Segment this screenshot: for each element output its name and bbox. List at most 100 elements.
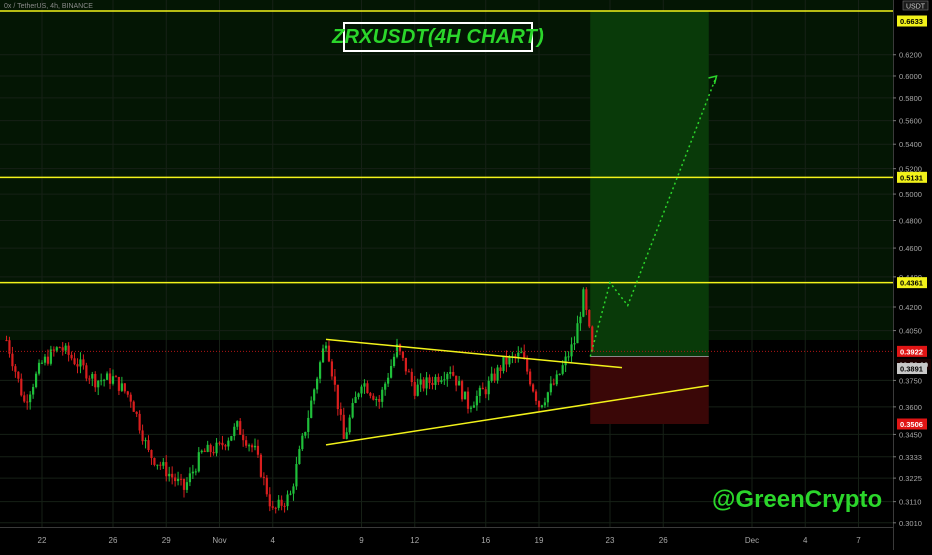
candle-down bbox=[514, 356, 517, 358]
candle-down bbox=[73, 358, 76, 365]
candle-down bbox=[70, 354, 73, 359]
candle-up bbox=[286, 494, 289, 507]
candle-down bbox=[14, 366, 17, 372]
candle-down bbox=[407, 371, 410, 373]
candle-up bbox=[194, 471, 197, 473]
label-target-bg bbox=[897, 15, 927, 27]
candle-up bbox=[387, 377, 390, 384]
candle-down bbox=[85, 365, 88, 379]
candle-down bbox=[117, 376, 121, 391]
candle-up bbox=[490, 373, 493, 381]
candle-down bbox=[339, 409, 342, 415]
candle-up bbox=[310, 400, 313, 418]
candle-down bbox=[283, 505, 286, 507]
candle-down bbox=[552, 383, 555, 385]
candle-up bbox=[324, 345, 328, 349]
candle-up bbox=[496, 367, 499, 381]
candle-up bbox=[215, 442, 218, 454]
candle-up bbox=[79, 359, 82, 367]
price-tick-label: 0.5600 bbox=[899, 117, 922, 126]
time-tick-label: 29 bbox=[162, 536, 171, 545]
candle-down bbox=[239, 421, 242, 435]
time-axis[interactable]: 22 26 29 Nov 4 9 12 16 19 23 26 Dec 4 7 bbox=[0, 527, 893, 550]
candlesticks bbox=[5, 287, 594, 514]
candle-down bbox=[437, 376, 440, 383]
candle-up bbox=[64, 345, 67, 351]
candle-down bbox=[17, 371, 20, 379]
candle-up bbox=[105, 373, 109, 380]
candle-up bbox=[517, 352, 520, 357]
candle-down bbox=[265, 477, 268, 495]
candle-down bbox=[67, 345, 70, 355]
candle-up bbox=[200, 450, 203, 453]
candle-up bbox=[162, 462, 165, 466]
price-tick-label: 0.3010 bbox=[899, 519, 922, 528]
candle-down bbox=[5, 340, 8, 342]
chart-title: ZRXUSDT(4H CHART) bbox=[332, 25, 544, 48]
candle-up bbox=[389, 366, 393, 378]
candle-down bbox=[481, 387, 484, 390]
candle-up bbox=[360, 386, 363, 394]
candle-up bbox=[144, 440, 147, 442]
label-entry-bg bbox=[897, 363, 927, 375]
price-tick-label: 0.3750 bbox=[899, 376, 922, 385]
candle-up bbox=[206, 444, 209, 452]
candle-up bbox=[289, 493, 292, 495]
candle-up bbox=[573, 343, 576, 345]
candle-down bbox=[410, 371, 413, 383]
candle-down bbox=[88, 378, 91, 380]
price-tick-label: 0.4800 bbox=[899, 217, 922, 226]
time-tick-label: 26 bbox=[109, 536, 118, 545]
candle-down bbox=[114, 376, 118, 378]
candle-down bbox=[250, 445, 254, 448]
candle-up bbox=[37, 362, 41, 374]
time-tick-label: Dec bbox=[745, 536, 759, 545]
candle-up bbox=[55, 347, 58, 351]
candle-down bbox=[245, 440, 248, 446]
candle-up bbox=[582, 289, 585, 317]
candle-down bbox=[242, 434, 245, 441]
price-tick-label: 0.4200 bbox=[899, 303, 922, 312]
candle-up bbox=[555, 374, 558, 385]
candle-down bbox=[493, 373, 496, 381]
price-tick-label: 0.5200 bbox=[899, 165, 922, 174]
currency-tag bbox=[902, 0, 929, 11]
candle-up bbox=[176, 478, 180, 482]
candle-up bbox=[34, 373, 38, 388]
candle-down bbox=[466, 391, 470, 409]
candle-up bbox=[434, 376, 437, 385]
candle-down bbox=[398, 344, 402, 352]
candle-up bbox=[463, 391, 467, 400]
candle-up bbox=[419, 379, 422, 385]
candle-down bbox=[452, 371, 455, 376]
candle-down bbox=[280, 499, 283, 506]
time-tick-label: 12 bbox=[410, 536, 419, 545]
candle-up bbox=[478, 387, 481, 396]
label-current-bg bbox=[897, 345, 927, 357]
candle-down bbox=[141, 430, 144, 442]
candle-down bbox=[342, 414, 345, 439]
candle-up bbox=[446, 373, 449, 380]
candle-down bbox=[422, 379, 425, 389]
price-tick-label: 0.4600 bbox=[899, 244, 922, 253]
price-axis[interactable]: 0.6200 0.6000 0.5800 0.5600 0.5400 0.5200 0.50… bbox=[893, 0, 932, 550]
time-tick-label: 4 bbox=[803, 536, 808, 545]
price-tick-label: 0.3225 bbox=[899, 474, 922, 483]
candle-up bbox=[395, 344, 399, 357]
candle-up bbox=[321, 348, 325, 363]
candle-up bbox=[188, 473, 192, 483]
candle-down bbox=[484, 389, 487, 395]
candle-down bbox=[366, 383, 369, 394]
candle-up bbox=[546, 392, 549, 403]
candle-up bbox=[185, 482, 189, 490]
candle-down bbox=[534, 391, 538, 402]
candle-up bbox=[316, 378, 319, 390]
candle-up bbox=[440, 380, 443, 383]
candle-up bbox=[564, 356, 567, 366]
candle-up bbox=[469, 407, 473, 409]
candle-down bbox=[221, 442, 224, 446]
candle-down bbox=[401, 351, 405, 358]
candle-down bbox=[523, 352, 526, 359]
